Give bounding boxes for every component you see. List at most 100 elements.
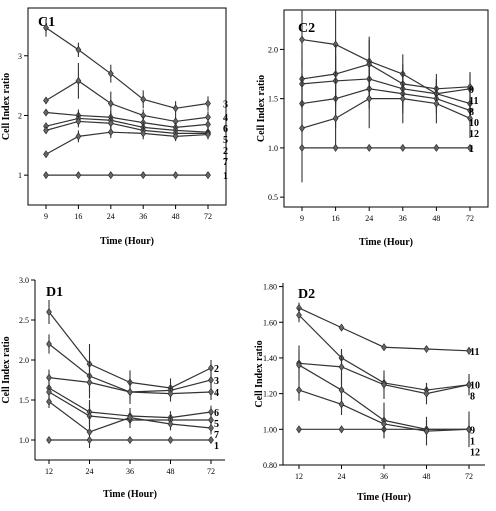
data-point xyxy=(399,143,406,152)
y-tick-label: 3.0 xyxy=(19,276,29,285)
data-point xyxy=(423,427,430,436)
panel-title: D1 xyxy=(46,285,63,300)
x-tick-label: 72 xyxy=(465,472,473,481)
series-9 xyxy=(299,10,473,109)
data-point xyxy=(172,171,179,180)
x-tick-label: 12 xyxy=(45,467,53,476)
y-tick-label: 1.40 xyxy=(263,354,277,363)
data-point xyxy=(107,99,114,108)
series-3 xyxy=(43,18,211,116)
series-line xyxy=(45,131,209,155)
data-point xyxy=(338,425,345,434)
plot-frame xyxy=(283,9,489,208)
data-point xyxy=(332,143,339,152)
data-point xyxy=(75,171,82,180)
series-label: 1 xyxy=(214,441,219,452)
data-point xyxy=(466,346,472,355)
y-axis-title: Cell Index ratio xyxy=(254,340,265,407)
x-axis-title: Time (Hour) xyxy=(357,492,411,503)
series-label: 10 xyxy=(470,381,480,392)
data-point xyxy=(86,435,93,445)
data-point xyxy=(366,94,373,103)
series-label: 7 xyxy=(223,157,228,168)
data-point xyxy=(127,435,133,445)
panel-title: C1 xyxy=(38,15,55,30)
x-tick-label: 48 xyxy=(167,467,175,476)
data-point xyxy=(75,45,82,54)
data-point xyxy=(423,389,430,398)
data-point xyxy=(296,386,302,395)
series-label: 3 xyxy=(223,100,228,111)
series-line xyxy=(301,63,471,90)
y-tick-label: 1 xyxy=(18,171,22,180)
series-label: 10 xyxy=(469,118,479,129)
x-tick-label: 36 xyxy=(139,212,147,221)
data-point xyxy=(140,129,147,138)
data-point xyxy=(140,95,147,104)
x-tick-label: 48 xyxy=(172,212,180,221)
data-point xyxy=(107,128,114,137)
data-point xyxy=(167,389,174,398)
data-point xyxy=(86,378,93,387)
data-point xyxy=(43,108,49,117)
data-point xyxy=(338,400,345,409)
chart-panel-c2: 0.5 1.0 1.5 2.0 9 16 24 36 48 72 Time (Hour) Cell I… xyxy=(256,9,489,248)
series-12 xyxy=(296,379,472,448)
data-point xyxy=(338,323,345,332)
data-point xyxy=(172,104,179,113)
y-axis-title: Cell Index ratio xyxy=(1,336,12,403)
data-point xyxy=(299,35,305,44)
x-tick-label: 36 xyxy=(399,214,407,223)
y-tick-label: 2.0 xyxy=(268,45,278,54)
series-label: 11 xyxy=(469,96,478,107)
data-point xyxy=(332,114,339,123)
data-point xyxy=(43,126,49,135)
data-point xyxy=(208,387,214,397)
series-8 xyxy=(296,345,472,405)
data-point xyxy=(75,132,82,141)
data-point xyxy=(127,387,133,397)
data-point xyxy=(205,130,211,139)
data-point xyxy=(46,435,52,445)
data-point xyxy=(205,120,211,129)
data-point xyxy=(433,99,440,108)
x-tick-label: 24 xyxy=(107,212,115,221)
series-label: 4 xyxy=(223,113,228,124)
series-8 xyxy=(299,56,473,119)
data-point xyxy=(296,311,302,320)
data-point xyxy=(167,435,174,445)
series-label: 2 xyxy=(223,146,228,157)
x-tick-label: 12 xyxy=(295,472,303,481)
series-label: 1 xyxy=(223,171,228,182)
series-line xyxy=(45,117,209,133)
data-point xyxy=(107,69,114,78)
series-1 xyxy=(46,435,214,445)
data-point xyxy=(208,375,214,385)
x-tick-label: 9 xyxy=(44,212,48,221)
y-tick-label: 1.20 xyxy=(263,390,277,399)
x-tick-label: 24 xyxy=(338,472,346,481)
x-axis-title: Time (Hour) xyxy=(103,489,157,500)
series-12 xyxy=(299,69,473,183)
series-label: 9 xyxy=(469,85,474,96)
data-point xyxy=(86,427,93,437)
x-tick-label: 9 xyxy=(300,214,304,223)
series-10 xyxy=(299,69,473,134)
y-tick-label: 3 xyxy=(18,52,22,61)
series-line xyxy=(45,111,209,128)
y-axis-title: Cell Index ratio xyxy=(256,75,267,142)
series-label: 5 xyxy=(214,419,219,430)
data-point xyxy=(205,99,211,108)
series-label: 9 xyxy=(470,425,475,436)
data-point xyxy=(299,124,305,133)
y-tick-label: 2 xyxy=(18,111,22,120)
series-line xyxy=(301,38,471,95)
panel-title: D2 xyxy=(298,287,315,302)
data-point xyxy=(140,171,147,180)
y-tick-label: 1.0 xyxy=(268,144,278,153)
x-tick-label: 72 xyxy=(204,212,212,221)
series-label: 3 xyxy=(214,376,219,387)
data-point xyxy=(338,362,345,371)
y-tick-label: 1.60 xyxy=(263,318,277,327)
x-tick-label: 36 xyxy=(126,467,134,476)
